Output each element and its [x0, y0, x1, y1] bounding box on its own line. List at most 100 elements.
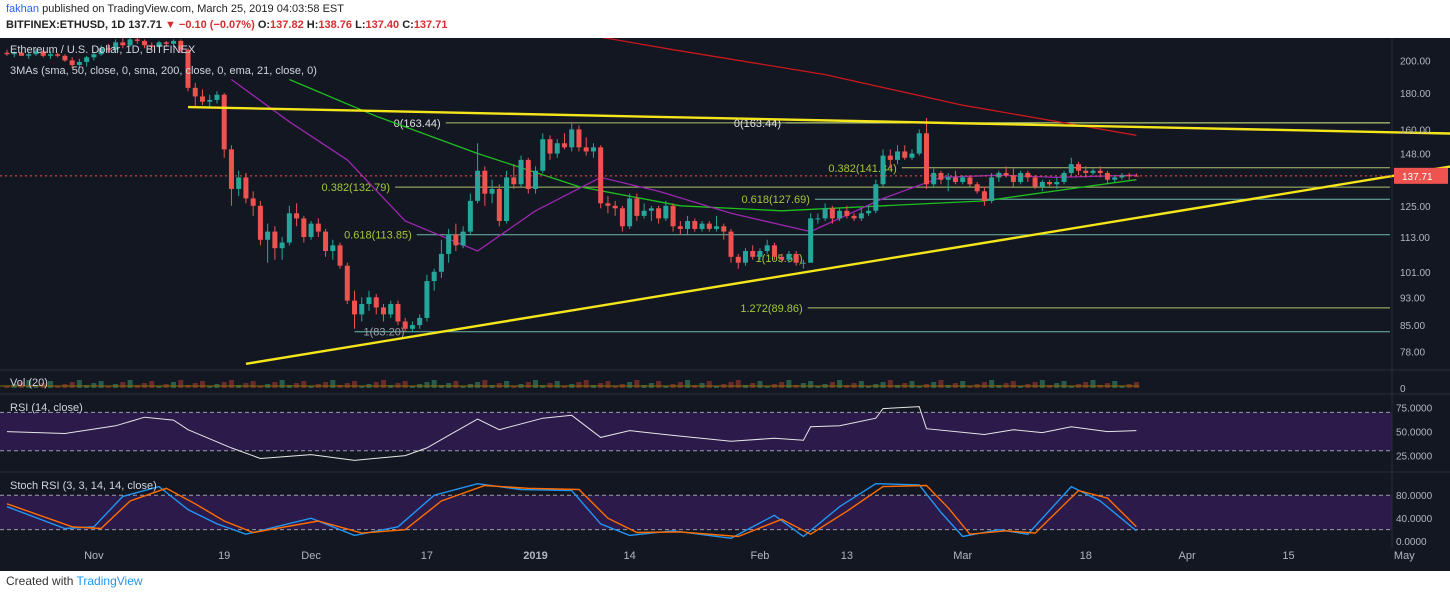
candle [366, 290, 372, 311]
volume-bar [1061, 381, 1067, 388]
candle [837, 208, 843, 222]
candle-body [438, 253, 444, 272]
candle-body [1054, 181, 1060, 185]
candle [721, 223, 727, 240]
candle-body [967, 177, 973, 185]
candle [974, 181, 980, 194]
candle [504, 170, 510, 224]
candle [699, 221, 705, 232]
candle-body [1068, 164, 1074, 173]
candle-body [337, 245, 343, 266]
rsi-label: RSI (14, close) [10, 402, 83, 414]
stoch-rsi-pane [0, 482, 1392, 540]
volume-bar [149, 381, 155, 388]
candle-body [98, 48, 104, 55]
volume-bar [634, 380, 640, 388]
volume-bar [323, 382, 329, 388]
candle [851, 213, 857, 222]
candle-body [105, 48, 111, 50]
candle-body [779, 256, 785, 260]
price-tick: 125.00 [1400, 202, 1431, 213]
candle-body [417, 317, 423, 326]
candle-body [286, 213, 292, 243]
candle-body [952, 177, 958, 182]
candle-body [120, 42, 126, 46]
candle [540, 133, 546, 173]
candle [822, 203, 828, 222]
fibonacci-levels[interactable]: 0(163.44) 0(163.44) 0.382(141.34) 0.382(132… [322, 118, 1390, 339]
candle-body [858, 213, 864, 219]
high-value: 138.76 [318, 19, 353, 31]
candle-body [677, 226, 683, 229]
volume-bar [533, 380, 539, 388]
volume-bar [576, 382, 582, 388]
volume-bar [18, 382, 24, 388]
author-link[interactable]: fakhan [6, 3, 40, 15]
candle-body [323, 231, 329, 252]
candle [301, 215, 307, 243]
candle [685, 215, 691, 235]
candle [583, 137, 589, 156]
candle [916, 129, 922, 156]
price-axis[interactable]: 200.00 180.00 160.00 148.00 137.71 125.00 113.… [1394, 56, 1448, 548]
candle-body [866, 210, 872, 214]
volume-bar [989, 380, 995, 388]
volume-bar [938, 380, 944, 388]
candle [127, 38, 133, 47]
candle-body [605, 203, 611, 206]
candle-body [887, 155, 893, 160]
candle-body [475, 170, 481, 201]
candle [214, 91, 220, 104]
candle [62, 54, 68, 62]
volume-bar [352, 381, 358, 388]
candle-body [33, 51, 39, 55]
candle-body [504, 177, 510, 222]
time-axis[interactable]: Nov19Dec17201914Feb13Mar18Apr15May13Jun [84, 550, 1450, 562]
stoch-tick: 0.0000 [1396, 537, 1427, 548]
candle [344, 262, 350, 305]
volume-bar [76, 380, 82, 388]
candle [171, 39, 177, 47]
candle-body [55, 54, 61, 56]
volume-bar [460, 386, 466, 388]
volume-bar [511, 386, 517, 388]
volume-bar [257, 386, 263, 388]
candle [446, 228, 452, 263]
volume-bar [605, 381, 611, 388]
candle [757, 248, 763, 260]
candle-body [518, 159, 524, 185]
candle-body [388, 304, 394, 315]
time-tick: 2019 [523, 550, 547, 562]
candle-body [207, 99, 213, 102]
volume-bar [960, 381, 966, 388]
time-tick: 19 [218, 550, 230, 562]
volume-bar [685, 380, 691, 388]
volume-bar [55, 386, 61, 388]
candle [735, 253, 741, 269]
last-price-tick: 137.71 [1402, 172, 1433, 183]
candle [221, 92, 227, 158]
price-tick: 148.00 [1400, 150, 1431, 161]
candle [880, 149, 886, 187]
candle-body [663, 205, 669, 219]
candle [105, 43, 111, 53]
chart-area[interactable]: 0(163.44) 0(163.44) 0.382(141.34) 0.382(132… [0, 38, 1450, 571]
open-value: 137.82 [270, 19, 304, 31]
pane-separators [0, 38, 1450, 548]
chart-header: fakhan published on TradingView.com, Mar… [0, 0, 1450, 38]
candle [670, 203, 676, 232]
candle-body [1076, 164, 1082, 171]
candle-body [873, 184, 879, 211]
candle [47, 51, 53, 59]
candle [424, 274, 430, 322]
candle [641, 203, 647, 219]
volume-bar [26, 380, 32, 388]
candle-body [1018, 172, 1024, 182]
volume-bar [380, 380, 386, 388]
volume-bar [880, 382, 886, 388]
candle [627, 193, 633, 229]
tradingview-logo[interactable]: TradingView [76, 574, 143, 588]
candle [120, 38, 126, 49]
volume-bar [909, 381, 915, 388]
volume-bar [967, 386, 973, 388]
